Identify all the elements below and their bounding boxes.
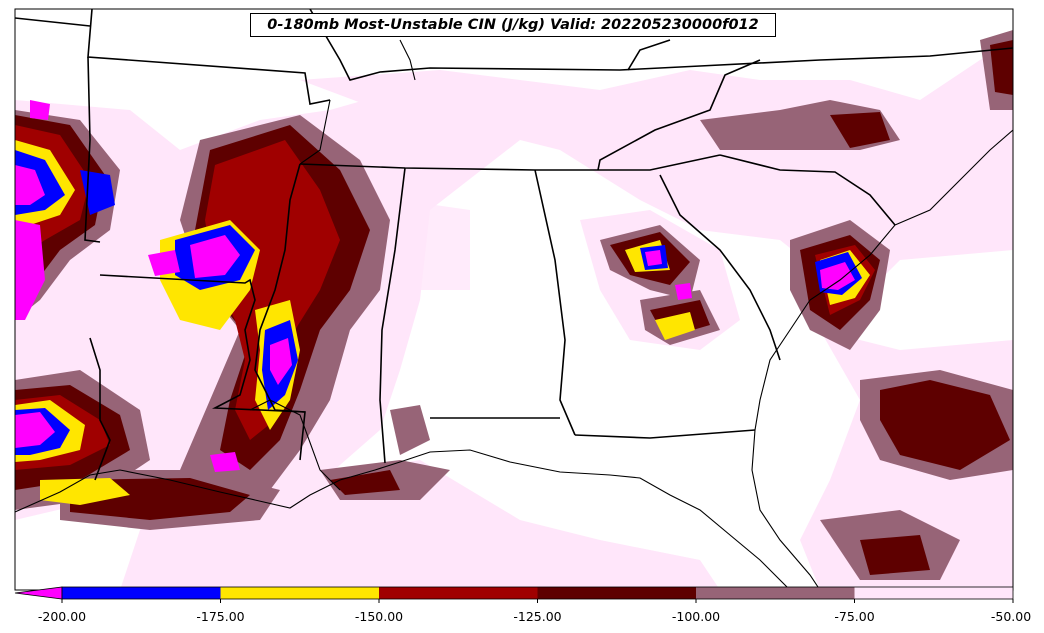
- state-border: [597, 59, 761, 171]
- colorbar-tick-label: -175.00: [196, 609, 245, 624]
- colorbar-bin-4: [696, 587, 855, 599]
- state-border: [15, 17, 91, 27]
- state-border: [99, 274, 306, 413]
- state-border: [87, 9, 331, 105]
- cin-bin-magenta: [15, 100, 855, 472]
- colorbar-tick-label: -125.00: [513, 609, 562, 624]
- colorbar-tick-label: -75.00: [834, 609, 875, 624]
- colorbar-tick-label: -150.00: [354, 609, 404, 624]
- state-border: [379, 167, 406, 464]
- atlantic-coast: [894, 129, 1013, 226]
- colorbar-tick-label: -200.00: [37, 609, 87, 624]
- state-border: [627, 39, 671, 71]
- state-border: [719, 154, 896, 226]
- state-border: [309, 9, 1013, 81]
- colorbar-tick-label: -50.00: [990, 609, 1032, 624]
- state-border: [574, 429, 756, 439]
- state-border: [659, 174, 781, 361]
- state-border: [89, 337, 111, 481]
- atlantic-coast: [751, 224, 896, 590]
- colorbar-bin-2: [379, 587, 538, 599]
- river: [249, 399, 341, 491]
- colorbar-bin-1: [220, 587, 379, 599]
- state-border: [254, 163, 306, 461]
- colorbar-tick-label: -100.00: [671, 609, 721, 624]
- gulf-coast: [15, 449, 791, 590]
- colorbar: [14, 586, 1014, 603]
- lake-shore: [399, 39, 416, 81]
- boundaries: [15, 9, 1013, 481]
- colorbar-bin-3: [537, 587, 696, 599]
- state-border: [534, 169, 576, 436]
- state-border: [84, 56, 101, 243]
- colorbar-bin-0: [62, 587, 221, 599]
- river: [299, 99, 331, 165]
- colorbar-bin-5: [854, 587, 1013, 599]
- map-title: 0-180mb Most-Unstable CIN (J/kg) Valid: …: [250, 13, 776, 37]
- coastlines: [15, 39, 1013, 590]
